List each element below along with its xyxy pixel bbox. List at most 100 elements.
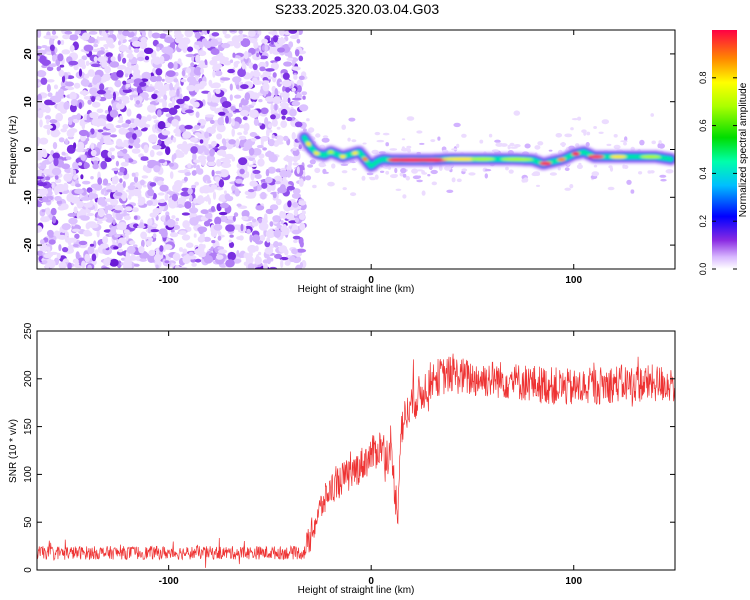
noise-blob: [78, 240, 88, 246]
noise-blob: [291, 229, 301, 235]
noise-blob: [57, 40, 61, 45]
noise-blob: [261, 38, 268, 44]
noise-blob: [62, 247, 69, 253]
noise-blob: [239, 168, 245, 175]
noise-blob: [274, 181, 281, 185]
noise-blob: [131, 172, 136, 177]
noise-blob: [299, 222, 306, 231]
noise-blob: [282, 72, 290, 80]
noise-blob: [241, 216, 249, 221]
signal-halo-blob: [374, 131, 381, 136]
noise-blob: [223, 60, 232, 66]
noise-blob: [204, 131, 210, 139]
signal-halo-blob: [416, 130, 423, 134]
noise-blob: [156, 151, 163, 156]
noise-blob: [206, 30, 210, 35]
signal-halo-blob: [651, 140, 656, 145]
noise-blob: [39, 119, 43, 128]
noise-blob: [128, 240, 136, 245]
noise-blob: [181, 234, 191, 241]
noise-blob: [152, 115, 158, 120]
noise-blob: [211, 32, 220, 37]
noise-blob: [126, 61, 132, 68]
spectrogram-ytick-label: 20: [23, 48, 34, 60]
noise-blob: [80, 196, 91, 201]
noise-blob: [113, 175, 119, 184]
noise-blob: [96, 229, 100, 238]
noise-blob: [96, 133, 102, 140]
noise-blob: [254, 136, 261, 140]
noise-blob: [293, 143, 299, 148]
signal-hotspot: [557, 157, 566, 162]
noise-blob: [87, 36, 96, 44]
signal-hotspot: [610, 154, 627, 159]
signal-halo-blob: [624, 136, 628, 142]
noise-blob: [239, 109, 249, 117]
noise-blob: [288, 41, 294, 48]
signal-halo-blob: [613, 134, 618, 138]
colorbar-tick-label: 0.2: [698, 215, 708, 228]
noise-blob: [180, 79, 187, 83]
noise-blob: [210, 83, 216, 89]
signal-halo-blob: [505, 166, 509, 171]
noise-blob: [128, 30, 133, 33]
signal-halo-blob: [658, 140, 662, 145]
noise-blob: [200, 67, 205, 75]
noise-blob: [103, 33, 108, 41]
noise-blob: [272, 72, 277, 78]
snr-ytick-label: 0: [23, 567, 34, 573]
noise-blob: [157, 121, 166, 130]
noise-blob: [298, 237, 304, 245]
noise-blob: [247, 244, 257, 253]
noise-blob: [163, 221, 168, 226]
signal-halo-blob: [323, 171, 329, 174]
noise-blob: [73, 206, 78, 214]
noise-blob: [37, 225, 43, 233]
noise-blob: [228, 139, 236, 145]
noise-blob: [133, 263, 140, 267]
noise-blob: [219, 215, 227, 223]
noise-blob: [37, 190, 42, 194]
noise-blob: [55, 112, 63, 122]
snr-ylabel: SNR (10 * v/v): [8, 419, 19, 483]
noise-blob: [253, 41, 259, 49]
noise-blob: [289, 255, 296, 263]
noise-blob: [200, 209, 209, 215]
noise-blob: [268, 138, 275, 147]
spectrogram-xlabel: Height of straight line (km): [298, 284, 415, 295]
noise-blob: [252, 80, 263, 85]
spectrogram-ytick-label: -10: [23, 190, 34, 205]
signal-halo-blob: [593, 126, 597, 129]
noise-blob: [182, 248, 188, 254]
noise-blob: [247, 52, 252, 57]
noise-blob: [270, 114, 276, 120]
noise-blob: [213, 223, 223, 231]
noise-blob: [214, 176, 221, 182]
noise-blob: [113, 209, 122, 213]
signal-halo-blob: [399, 172, 404, 177]
noise-blob: [124, 206, 133, 212]
noise-blob: [251, 218, 257, 223]
noise-blob: [224, 219, 235, 224]
noise-blob: [58, 261, 67, 269]
noise-blob: [173, 78, 179, 83]
spectrogram-ylabel: Frequency (Hz): [8, 116, 19, 185]
noise-blob: [125, 119, 131, 125]
noise-blob: [253, 118, 259, 127]
signal-halo-blob: [606, 143, 612, 147]
signal-halo-blob: [560, 142, 567, 147]
signal-halo-blob: [421, 172, 428, 175]
noise-blob: [274, 141, 278, 147]
signal-halo-blob: [514, 144, 521, 148]
signal-halo-blob: [607, 186, 615, 191]
signal-halo-blob: [534, 145, 541, 150]
noise-blob: [63, 173, 73, 182]
noise-blob: [56, 252, 61, 260]
noise-blob: [123, 229, 130, 235]
noise-blob: [73, 175, 78, 180]
noise-blob: [139, 258, 147, 262]
signal-halo-blob: [622, 164, 626, 169]
noise-blob: [71, 228, 81, 232]
noise-blob: [109, 259, 119, 267]
